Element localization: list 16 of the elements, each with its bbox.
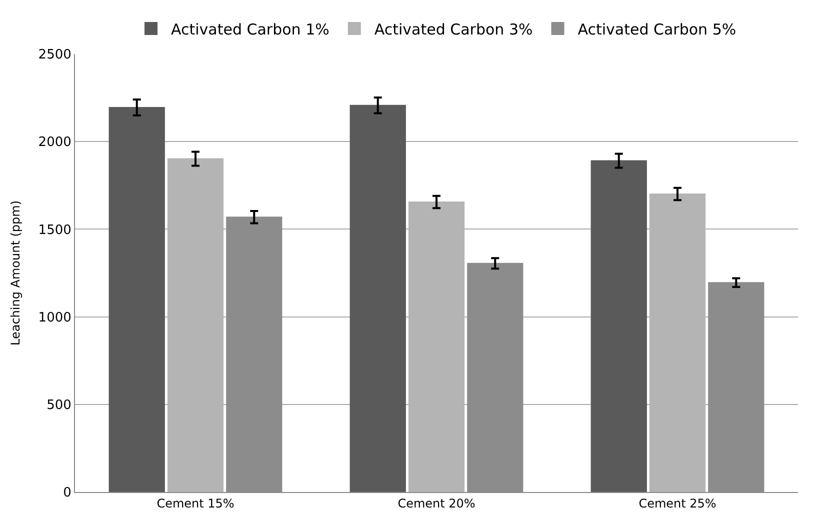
legend-label: Activated Carbon 5% bbox=[578, 20, 736, 38]
y-tick-label: 0 bbox=[63, 486, 72, 501]
legend-label: Activated Carbon 1% bbox=[171, 20, 330, 38]
bar bbox=[350, 104, 406, 492]
x-tick-label: Cement 25% bbox=[638, 496, 716, 510]
x-tick-label: Cement 20% bbox=[398, 496, 476, 510]
y-tick-label: 500 bbox=[46, 398, 72, 413]
x-tick-label: Cement 15% bbox=[156, 496, 234, 510]
y-axis-title: Leaching Amount (ppm) bbox=[8, 200, 23, 346]
bar bbox=[590, 160, 647, 492]
y-tick-label: 1000 bbox=[38, 310, 72, 326]
y-tick-label: 1500 bbox=[38, 222, 72, 238]
y-tick-label: 2000 bbox=[38, 135, 72, 150]
y-tick-label: 2500 bbox=[38, 48, 72, 63]
legend-label: Activated Carbon 3% bbox=[374, 20, 533, 38]
bar bbox=[108, 106, 165, 492]
